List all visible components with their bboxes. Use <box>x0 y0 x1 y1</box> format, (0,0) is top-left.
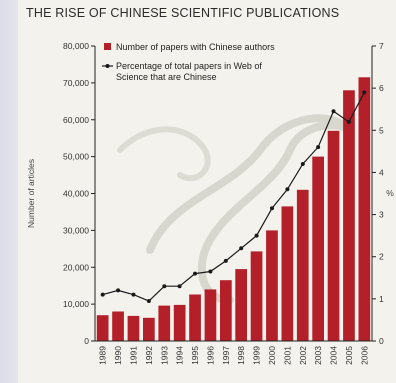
bar <box>96 315 109 341</box>
y2-tick-label: 1 <box>379 294 384 304</box>
watermark-stroke <box>146 114 353 304</box>
y2-tick-label: 4 <box>379 167 384 177</box>
line-point <box>208 269 213 274</box>
chart-title: THE RISE OF CHINESE SCIENTIFIC PUBLICATI… <box>26 6 340 20</box>
x-tick-label: 1995 <box>190 346 200 365</box>
y-tick-label: 0 <box>84 336 89 346</box>
line-point <box>162 284 167 289</box>
x-tick-label: 1998 <box>236 346 246 365</box>
legend: Number of papers with Chinese authors Per… <box>102 42 275 82</box>
x-tick-label: 1994 <box>175 346 185 365</box>
y2-tick-label: 7 <box>379 41 384 51</box>
legend-bar-label: Number of papers with Chinese authors <box>116 42 275 52</box>
series-line <box>102 92 365 302</box>
bar <box>204 289 217 341</box>
y2-axis-ticks: 0 1 2 3 4 5 6 7% <box>372 41 394 346</box>
x-tick-label: 1990 <box>113 346 123 365</box>
bar <box>296 189 309 341</box>
line-point <box>300 162 305 166</box>
line-point <box>193 271 197 276</box>
x-axis-ticks: 1989 1990 1991 1992 1993 1994 1995 1996 1997 1998… <box>98 346 370 365</box>
y2-tick-label: 3 <box>379 210 384 220</box>
bar <box>220 280 232 341</box>
bar <box>158 305 171 341</box>
y-axis-ticks: 0 10,000 20,000 30,000 40,000 50,000 60,000 70,… <box>26 41 95 346</box>
x-tick-label: 2006 <box>359 346 369 365</box>
bar <box>127 315 140 341</box>
bar <box>312 156 324 341</box>
bar <box>358 77 371 342</box>
line-point <box>100 292 105 297</box>
y-tick-label: 10,000 <box>63 299 89 309</box>
x-tick-label: 2003 <box>313 346 323 365</box>
y-tick-label: 50,000 <box>63 152 89 162</box>
line-point <box>316 145 321 150</box>
bar <box>143 317 155 341</box>
bar-series <box>96 77 371 342</box>
x-tick-label: 1993 <box>159 346 169 365</box>
line-point <box>362 90 367 95</box>
x-tick-label: 1989 <box>98 346 108 365</box>
legend-line-marker <box>105 64 110 68</box>
y2-tick-label: 5 <box>379 125 384 135</box>
line-point <box>346 119 351 124</box>
line-point <box>116 288 121 293</box>
x-tick-label: 2002 <box>298 346 308 365</box>
line-point <box>223 258 228 263</box>
x-tick-label: 2005 <box>344 346 354 365</box>
legend-bar-swatch <box>104 43 111 50</box>
x-tick-label: 2001 <box>282 346 292 365</box>
bar <box>281 206 294 341</box>
x-tick-label: 1996 <box>205 346 215 365</box>
y-tick-label: 30,000 <box>63 225 89 235</box>
x-tick-label: 1992 <box>144 346 154 365</box>
watermark-stroke <box>117 126 211 182</box>
y-axis-title: Number of articles <box>26 159 36 228</box>
bar <box>235 269 247 341</box>
x-tick-label: 1997 <box>221 346 231 365</box>
bar <box>343 90 355 342</box>
bar <box>327 130 340 341</box>
bar <box>266 230 278 341</box>
bar <box>250 251 263 341</box>
line-point <box>285 187 290 192</box>
line-point <box>331 109 336 114</box>
bar <box>112 311 124 341</box>
x-tick-label: 1991 <box>128 346 138 365</box>
bar <box>189 294 201 341</box>
x-tick-label: 2004 <box>329 346 339 365</box>
y2-tick-label: 2 <box>379 252 384 262</box>
y-tick-label: 80,000 <box>63 41 89 51</box>
y-tick-label: 60,000 <box>63 115 89 125</box>
line-point <box>239 246 244 251</box>
y2-axis-title: % <box>386 188 394 198</box>
line-point <box>254 233 259 238</box>
y2-tick-label: 0 <box>379 336 384 346</box>
line-point <box>177 284 182 289</box>
y-tick-label: 40,000 <box>63 189 89 199</box>
y-tick-label: 20,000 <box>63 262 89 272</box>
line-point <box>270 206 274 211</box>
y-tick-label: 70,000 <box>63 78 89 88</box>
x-tick-label: 2000 <box>267 346 277 365</box>
line-point <box>146 299 151 303</box>
bar <box>173 304 186 341</box>
line-point <box>131 292 136 297</box>
x-tick-label: 1999 <box>252 346 262 365</box>
legend-line-label: Percentage of total papers in Web of Scie… <box>116 61 262 82</box>
y2-tick-label: 6 <box>379 83 384 93</box>
background-dragon-watermark <box>117 114 353 304</box>
line-series <box>100 90 367 303</box>
